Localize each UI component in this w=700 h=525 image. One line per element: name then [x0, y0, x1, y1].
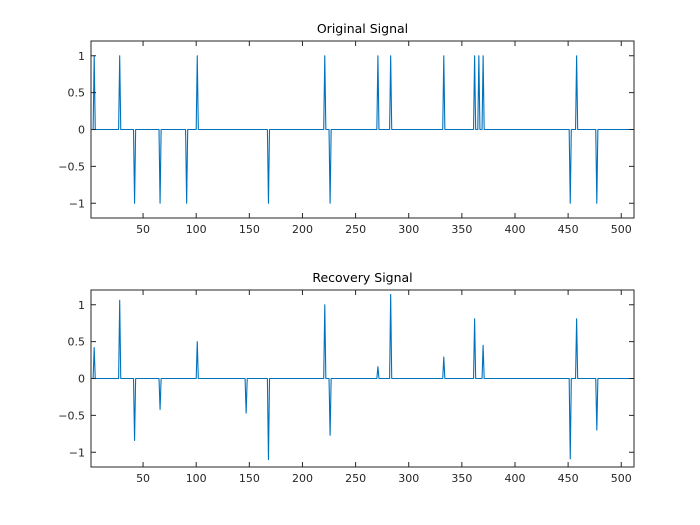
data-point	[93, 346, 95, 348]
data-point	[482, 55, 484, 57]
x-tick-label: 100	[186, 472, 207, 485]
data-point	[196, 55, 198, 57]
subplot-recovery-signal: Recovery Signal 50 100 150 200 250 300 350 400 4…	[58, 270, 635, 485]
data-point	[267, 458, 269, 460]
data-point	[133, 202, 135, 204]
data-point	[596, 202, 598, 204]
data-point	[596, 429, 598, 431]
data-point	[389, 55, 391, 57]
y-tick-label: 0	[78, 373, 85, 386]
x-tick-label: 500	[611, 472, 632, 485]
y-tick-label: 1	[78, 50, 85, 63]
x-tick-label: 500	[611, 223, 632, 236]
x-tick-label: 250	[345, 472, 366, 485]
chart-title: Original Signal	[317, 21, 408, 36]
data-point	[159, 408, 161, 410]
data-point	[443, 55, 445, 57]
x-tick-label: 50	[136, 472, 150, 485]
data-point	[473, 55, 475, 57]
data-point	[196, 340, 198, 342]
data-point	[118, 299, 120, 301]
subplot-original-signal: Original Signal 50 100 150 200 250 300 350 400 4…	[58, 21, 635, 236]
x-tick-label: 300	[398, 223, 419, 236]
data-point	[377, 55, 379, 57]
chart-title: Recovery Signal	[312, 270, 412, 285]
x-tick-label: 150	[239, 223, 260, 236]
x-tick-label: 50	[136, 223, 150, 236]
data-point	[478, 55, 480, 57]
x-tick-label: 400	[504, 472, 525, 485]
x-tick-label: 100	[186, 223, 207, 236]
data-point	[575, 55, 577, 57]
data-point	[575, 318, 577, 320]
x-tick-label: 400	[504, 223, 525, 236]
y-tick-label: −1	[69, 446, 85, 459]
y-tick-label: −0.5	[58, 409, 85, 422]
data-point	[482, 344, 484, 346]
x-tick-label: 200	[292, 223, 313, 236]
data-point	[473, 318, 475, 320]
x-tick-label: 150	[239, 472, 260, 485]
data-point	[443, 356, 445, 358]
data-point	[133, 439, 135, 441]
y-tick-label: 0.5	[68, 336, 86, 349]
x-tick-label: 350	[451, 472, 472, 485]
data-point	[267, 202, 269, 204]
data-point	[377, 366, 379, 368]
data-point	[324, 304, 326, 306]
x-tick-label: 200	[292, 472, 313, 485]
data-point	[245, 412, 247, 414]
x-tick-label: 350	[451, 223, 472, 236]
y-tick-label: 0	[78, 124, 85, 137]
data-point	[389, 293, 391, 295]
data-point	[329, 202, 331, 204]
y-tick-label: −1	[69, 197, 85, 210]
data-point	[159, 202, 161, 204]
data-point	[324, 55, 326, 57]
y-tick-label: 1	[78, 299, 85, 312]
series-line	[91, 55, 634, 204]
x-tick-label: 250	[345, 223, 366, 236]
series-line	[91, 293, 634, 461]
data-point	[569, 202, 571, 204]
data-point	[569, 458, 571, 460]
y-tick-label: −0.5	[58, 160, 85, 173]
data-point	[185, 202, 187, 204]
x-tick-label: 450	[558, 472, 579, 485]
data-point	[118, 55, 120, 57]
x-tick-label: 300	[398, 472, 419, 485]
y-tick-label: 0.5	[68, 87, 86, 100]
data-point	[329, 434, 331, 436]
x-tick-label: 450	[558, 223, 579, 236]
